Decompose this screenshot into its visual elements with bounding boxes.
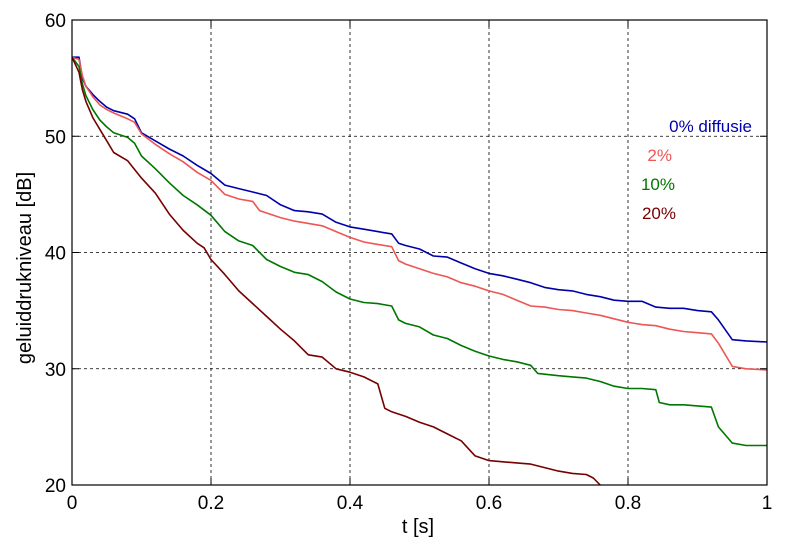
legend-label-3: 20%	[642, 204, 676, 223]
y-tick-label-1: 30	[45, 360, 66, 381]
legend-label-0: 0% diffusie	[669, 117, 752, 136]
x-tick-label-3: 0.6	[476, 493, 502, 514]
y-axis-title: geluiddrukniveau [dB]	[14, 172, 36, 364]
x-tick-label-4: 0.8	[615, 493, 641, 514]
x-tick-label-2: 0.4	[337, 493, 364, 514]
series-line-2	[72, 56, 767, 447]
legend-label-2: 10%	[641, 175, 675, 194]
axis-ticks: 0 0.2 0.4 0.6 0.8 1 20 30 40 50 60	[45, 11, 772, 514]
y-tick-label-0: 20	[45, 476, 66, 497]
x-tick-label-5: 1	[762, 493, 773, 514]
x-axis-title: t [s]	[402, 516, 434, 538]
x-tick-label-1: 0.2	[198, 493, 224, 514]
y-tick-label-3: 50	[45, 127, 66, 148]
legend-label-1: 2%	[647, 146, 672, 165]
series-line-0	[72, 56, 767, 343]
series-line-1	[72, 56, 767, 371]
series-line-3	[72, 56, 601, 485]
y-tick-label-4: 60	[45, 11, 66, 32]
grid	[72, 20, 767, 485]
x-tick-label-0: 0	[67, 493, 78, 514]
y-tick-label-2: 40	[45, 244, 66, 265]
legend: 0% diffusie 2% 10% 20%	[641, 117, 752, 223]
series-lines	[72, 56, 767, 485]
